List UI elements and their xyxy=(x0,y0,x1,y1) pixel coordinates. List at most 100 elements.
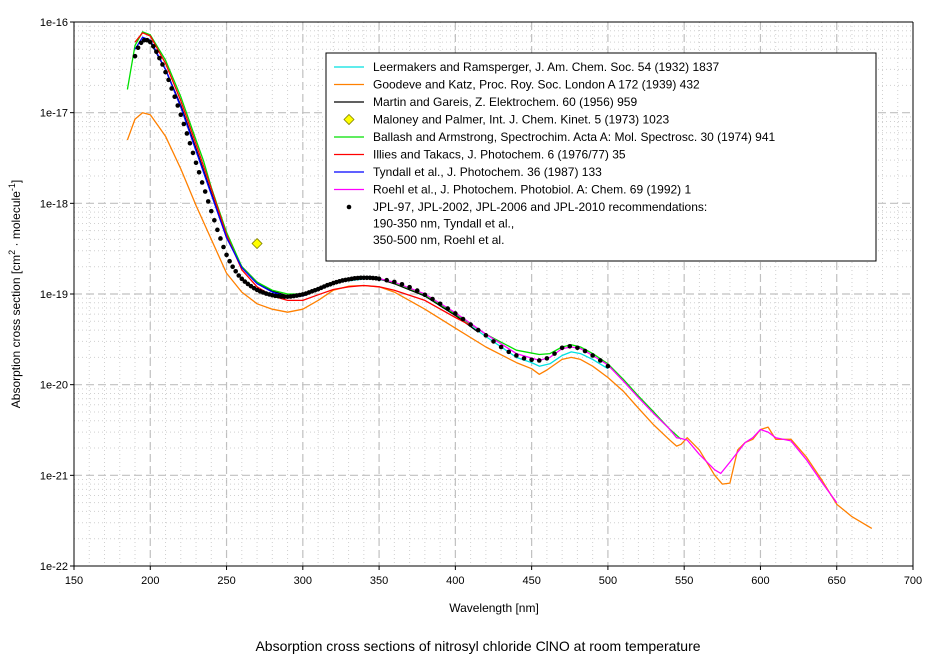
x-tick-label: 350 xyxy=(370,575,388,587)
data-point-dot xyxy=(202,189,208,194)
data-point-dot xyxy=(475,327,481,333)
data-point-dot xyxy=(414,288,420,293)
x-axis-title: Wavelength [nm] xyxy=(449,601,539,615)
data-point-dot xyxy=(422,292,428,298)
data-point-dot xyxy=(178,112,184,117)
y-ticks: 1e-16 1e-17 1e-18 1e-19 1e-20 1e-21 1e-22 xyxy=(40,17,74,573)
data-point-dot xyxy=(169,86,174,91)
data-point-dot xyxy=(384,277,390,283)
series-layer xyxy=(126,31,873,529)
x-tick-label: 300 xyxy=(294,575,312,587)
data-point-dot xyxy=(175,103,181,108)
data-point-dot xyxy=(544,356,550,361)
data-point-dot xyxy=(224,252,229,258)
y-axis-title-end: ] xyxy=(9,180,23,183)
y-tick-label: 1e-21 xyxy=(40,470,68,482)
y-tick-label: 1e-20 xyxy=(40,380,68,392)
data-point-dot xyxy=(605,363,611,369)
data-point-dot xyxy=(552,351,557,356)
x-tick-label: 500 xyxy=(599,575,617,587)
legend-label: Martin and Gareis, Z. Elektrochem. 60 (1… xyxy=(373,95,637,109)
x-tick-label: 400 xyxy=(446,575,464,587)
data-point-dot xyxy=(399,281,405,287)
series-7 xyxy=(378,277,838,503)
legend-item-1: Goodeve and Katz, Proc. Roy. Soc. London… xyxy=(334,78,700,92)
data-point-dot xyxy=(233,268,238,274)
data-point-dot xyxy=(138,40,144,46)
data-point-dot xyxy=(407,284,412,290)
data-point-dot xyxy=(236,273,242,278)
data-point-dot xyxy=(160,62,165,67)
legend-label: Goodeve and Katz, Proc. Roy. Soc. London… xyxy=(373,78,700,92)
data-point-dot xyxy=(147,39,153,45)
x-tick-label: 200 xyxy=(141,575,159,587)
data-point-diamond xyxy=(251,237,263,250)
data-point-dot xyxy=(199,180,205,185)
y-axis-title-sup2: -1 xyxy=(7,183,17,191)
series-5 xyxy=(134,32,471,326)
y-axis-title-sup1: 2 xyxy=(7,250,17,255)
legend-item-6: Tyndall et al., J. Photochem. 36 (1987) … xyxy=(334,165,602,179)
data-point-dot xyxy=(483,333,489,338)
legend-label: JPL-97, JPL-2002, JPL-2006 and JPL-2010 … xyxy=(373,200,707,214)
data-point-dot xyxy=(521,356,527,361)
data-point-dot xyxy=(567,343,573,349)
legend: Leermakers and Ramsperger, J. Am. Chem. … xyxy=(325,52,877,262)
legend-swatch-diamond xyxy=(343,113,355,126)
data-point-dot xyxy=(536,358,542,363)
data-point-dot xyxy=(460,316,466,322)
legend-label-continuation: 190-350 nm, Tyndall et al., xyxy=(373,217,514,231)
data-point-dot xyxy=(559,345,565,351)
legend-swatch-dot xyxy=(346,204,352,210)
data-point-dot xyxy=(575,345,580,351)
data-point-dot xyxy=(151,43,156,49)
y-tick-label: 1e-16 xyxy=(40,17,68,29)
data-point-dot xyxy=(190,150,196,156)
y-tick-label: 1e-17 xyxy=(40,108,68,120)
data-point-dot xyxy=(184,131,190,136)
data-point-dot xyxy=(157,55,162,61)
legend-box xyxy=(325,52,877,262)
data-point-dot xyxy=(212,217,217,223)
data-point-dot xyxy=(193,160,199,166)
data-point-dot xyxy=(506,349,512,355)
legend-label: Illies and Takacs, J. Photochem. 6 (1976… xyxy=(373,148,626,162)
series-3 xyxy=(251,237,263,250)
data-point-dot xyxy=(221,244,226,250)
data-point-dot xyxy=(468,322,473,327)
x-tick-label: 650 xyxy=(828,575,846,587)
data-point-dot xyxy=(392,279,397,285)
data-point-dot xyxy=(582,348,588,354)
y-axis-title-mid: · molecule xyxy=(9,191,23,250)
data-point-dot xyxy=(205,199,211,204)
y-tick-label: 1e-19 xyxy=(40,289,68,301)
data-point-dot xyxy=(218,236,223,241)
data-point-dot xyxy=(491,339,496,344)
data-point-dot xyxy=(208,208,214,214)
series-line xyxy=(134,32,471,326)
legend-label: Maloney and Palmer, Int. J. Chem. Kinet.… xyxy=(373,113,669,127)
data-point-dot xyxy=(181,121,187,127)
data-point-dot xyxy=(166,77,171,83)
y-tick-label: 1e-22 xyxy=(40,561,68,573)
data-point-dot xyxy=(187,140,193,146)
data-point-dot xyxy=(239,276,245,282)
x-ticks: 150 200 250 300 350 400 450 500 550 600 650 700 xyxy=(65,566,922,587)
legend-item-3: Maloney and Palmer, Int. J. Chem. Kinet.… xyxy=(343,113,669,127)
y-tick-label: 1e-18 xyxy=(40,198,68,210)
legend-item-4: Ballash and Armstrong, Spectrochim. Acta… xyxy=(334,130,776,144)
data-point-dot xyxy=(597,358,603,363)
data-point-dot xyxy=(529,357,534,363)
x-tick-label: 450 xyxy=(522,575,540,587)
series-1 xyxy=(126,112,873,529)
data-point-dot xyxy=(590,353,595,358)
x-tick-label: 600 xyxy=(751,575,769,587)
y-axis-title-base: Absorption cross section [cm xyxy=(9,255,23,408)
series-line xyxy=(126,112,873,529)
data-point-dot xyxy=(132,53,138,59)
data-point-dot xyxy=(376,276,382,282)
legend-label: Leermakers and Ramsperger, J. Am. Chem. … xyxy=(373,60,719,74)
data-point-dot xyxy=(230,264,235,270)
legend-label: Roehl et al., J. Photochem. Photobiol. A… xyxy=(373,183,692,197)
